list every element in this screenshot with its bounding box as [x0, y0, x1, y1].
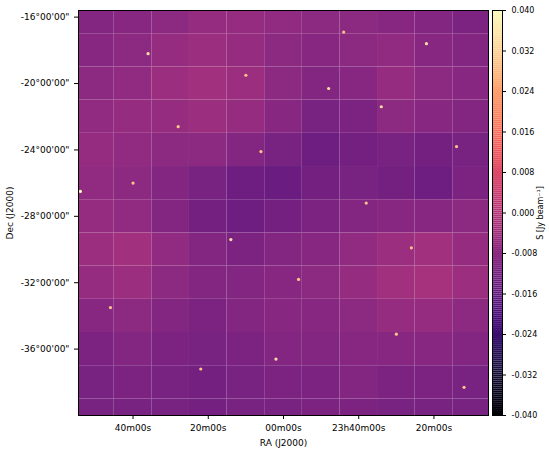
svg-text:-0.008: -0.008 [512, 249, 538, 258]
svg-text:23h40m00s: 23h40m00s [332, 423, 386, 433]
svg-text:-20°00'00": -20°00'00" [21, 78, 70, 88]
svg-text:40m00s: 40m00s [115, 423, 152, 433]
svg-text:-32°00'00": -32°00'00" [21, 278, 70, 288]
svg-text:S [Jy beam⁻¹]: S [Jy beam⁻¹] [536, 186, 545, 240]
svg-text:-0.024: -0.024 [512, 330, 538, 339]
svg-text:0.040: 0.040 [512, 6, 535, 15]
svg-text:20m00s: 20m00s [416, 423, 453, 433]
svg-text:-0.040: -0.040 [512, 411, 538, 420]
svg-text:RA (J2000): RA (J2000) [260, 438, 308, 448]
svg-text:-36°00'00": -36°00'00" [21, 344, 70, 354]
svg-text:20m00s: 20m00s [190, 423, 227, 433]
svg-text:00m00s: 00m00s [265, 423, 302, 433]
svg-text:0.016: 0.016 [512, 128, 535, 137]
svg-text:0.024: 0.024 [512, 87, 535, 96]
svg-text:0.032: 0.032 [512, 47, 535, 56]
svg-text:-24°00'00": -24°00'00" [21, 145, 70, 155]
svg-text:-0.032: -0.032 [512, 371, 538, 380]
svg-text:Dec (J2000): Dec (J2000) [5, 187, 15, 240]
svg-text:-28°00'00": -28°00'00" [21, 211, 70, 221]
svg-text:-0.016: -0.016 [512, 290, 538, 299]
svg-text:-16°00'00": -16°00'00" [21, 12, 70, 22]
svg-text:0.008: 0.008 [512, 168, 535, 177]
svg-text:0.000: 0.000 [512, 209, 535, 218]
